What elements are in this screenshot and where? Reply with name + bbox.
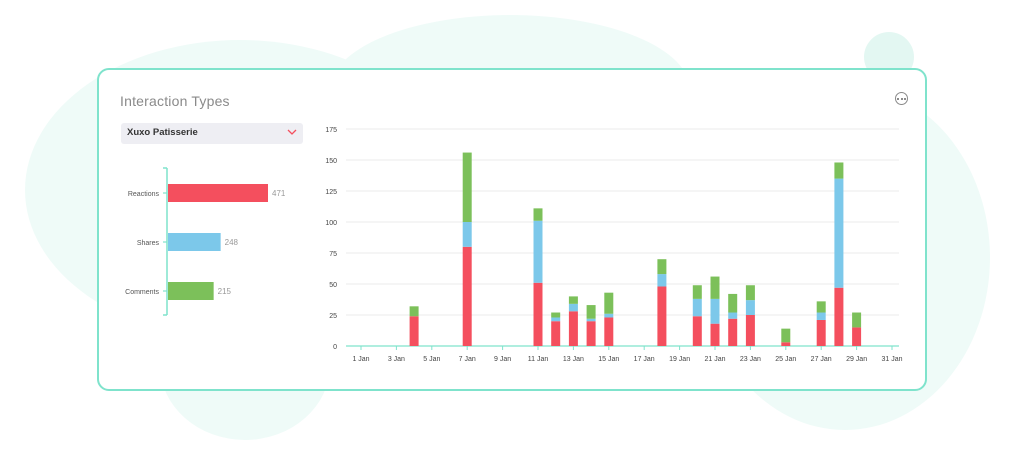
vchart-bar-segment (852, 312, 862, 328)
vchart-bar-segment (745, 315, 755, 346)
vchart-x-tick-label: 23 Jan (740, 356, 761, 363)
hchart-bar (168, 282, 214, 300)
chevron-down-icon (287, 129, 297, 135)
vchart-y-tick-label: 150 (325, 158, 337, 165)
vchart-bar-segment (586, 318, 596, 322)
vchart-bar-segment (834, 162, 844, 179)
vchart-y-tick-label: 25 (329, 313, 337, 320)
card-title: Interaction Types (120, 93, 230, 109)
vchart-bar-segment (728, 293, 738, 313)
vchart-y-tick-label: 50 (329, 282, 337, 289)
vchart-x-tick-label: 5 Jan (423, 356, 440, 363)
vchart-y-tick-label: 0 (333, 344, 337, 351)
vchart-x-tick-label: 13 Jan (563, 356, 584, 363)
vchart-bar-segment (745, 285, 755, 301)
vchart-x-tick-label: 25 Jan (775, 356, 796, 363)
vchart-bar-segment (692, 298, 702, 317)
vchart-bar-segment (710, 323, 720, 346)
vchart-bar-segment (409, 316, 419, 346)
vchart-bar-segment (816, 301, 826, 313)
vchart-bar-segment (816, 319, 826, 346)
vchart-bar-segment (551, 317, 561, 322)
interaction-totals-chart: Reactions 471 Shares 248 Comments 215 (125, 167, 286, 316)
hchart-bar (168, 233, 221, 251)
vchart-bar-segment (852, 327, 862, 346)
vchart-x-tick-label: 29 Jan (846, 356, 867, 363)
vchart-bar-segment (409, 306, 419, 317)
vchart-x-tick-label: 19 Jan (669, 356, 690, 363)
vchart-bar-segment (551, 312, 561, 318)
vchart-bar-segment (816, 312, 826, 320)
vchart-bar-segment (586, 321, 596, 346)
vchart-y-tick-label: 75 (329, 251, 337, 258)
page-selector-dropdown[interactable]: Xuxo Patisserie (121, 123, 303, 144)
vchart-bar-segment (604, 313, 614, 318)
vchart-bar-segment (781, 342, 791, 346)
vchart-x-tick-label: 3 Jan (388, 356, 405, 363)
vchart-bar-segment (657, 286, 667, 346)
vchart-bar-segment (568, 311, 578, 346)
vchart-bar-segment (533, 282, 543, 346)
vchart-bar-segment (728, 318, 738, 346)
vchart-y-tick-label: 100 (325, 220, 337, 227)
vchart-x-tick-label: 1 Jan (352, 356, 369, 363)
vchart-bar-segment (657, 259, 667, 275)
vchart-x-tick-label: 7 Jan (459, 356, 476, 363)
vchart-bar-segment (692, 285, 702, 299)
vchart-x-tick-label: 9 Jan (494, 356, 511, 363)
vchart-bar-segment (551, 321, 561, 346)
vchart-bar-segment (745, 300, 755, 315)
hchart-value-label: 215 (218, 287, 232, 296)
vchart-bar-segment (462, 152, 472, 222)
vchart-bar-segment (462, 222, 472, 247)
page-selector-value: Xuxo Patisserie (127, 127, 198, 138)
vchart-bar-segment (568, 303, 578, 312)
vchart-x-tick-label: 17 Jan (634, 356, 655, 363)
vchart-bar-segment (657, 274, 667, 287)
hchart-bar (168, 184, 268, 202)
hchart-category-label: Reactions (128, 191, 160, 198)
vchart-bar-segment (462, 246, 472, 346)
hchart-value-label: 248 (225, 238, 239, 247)
vchart-bar-segment (586, 305, 596, 319)
hchart-category-label: Shares (137, 240, 160, 247)
vchart-bar-segment (710, 276, 720, 299)
hchart-category-label: Comments (125, 289, 159, 296)
vchart-bar-segment (604, 317, 614, 346)
vchart-x-tick-label: 21 Jan (704, 356, 725, 363)
vchart-bar-segment (710, 298, 720, 324)
vchart-bar-segment (533, 220, 543, 283)
more-options-icon[interactable] (895, 92, 908, 105)
vchart-y-tick-label: 125 (325, 189, 337, 196)
vchart-bar-segment (834, 178, 844, 288)
daily-interactions-chart: 0 25 50 75 100 125 150 175 1 Jan 3 Jan 5 Jan 7 Jan 9… (325, 127, 902, 363)
vchart-x-tick-label: 27 Jan (811, 356, 832, 363)
vchart-bar-segment (834, 287, 844, 346)
vchart-x-tick-label: 11 Jan (528, 356, 549, 363)
vchart-x-tick-label: 31 Jan (881, 356, 902, 363)
hchart-value-label: 471 (272, 189, 286, 198)
vchart-bar-segment (533, 208, 543, 221)
interaction-types-card: Interaction Types Xuxo Patisserie Reacti… (97, 68, 927, 391)
vchart-bar-segment (728, 312, 738, 319)
vchart-x-tick-label: 15 Jan (598, 356, 619, 363)
vchart-bar-segment (604, 292, 614, 314)
vchart-bar-segment (568, 296, 578, 304)
vchart-bar-segment (781, 328, 791, 343)
vchart-y-tick-label: 175 (325, 127, 337, 134)
vchart-bar-segment (692, 316, 702, 346)
